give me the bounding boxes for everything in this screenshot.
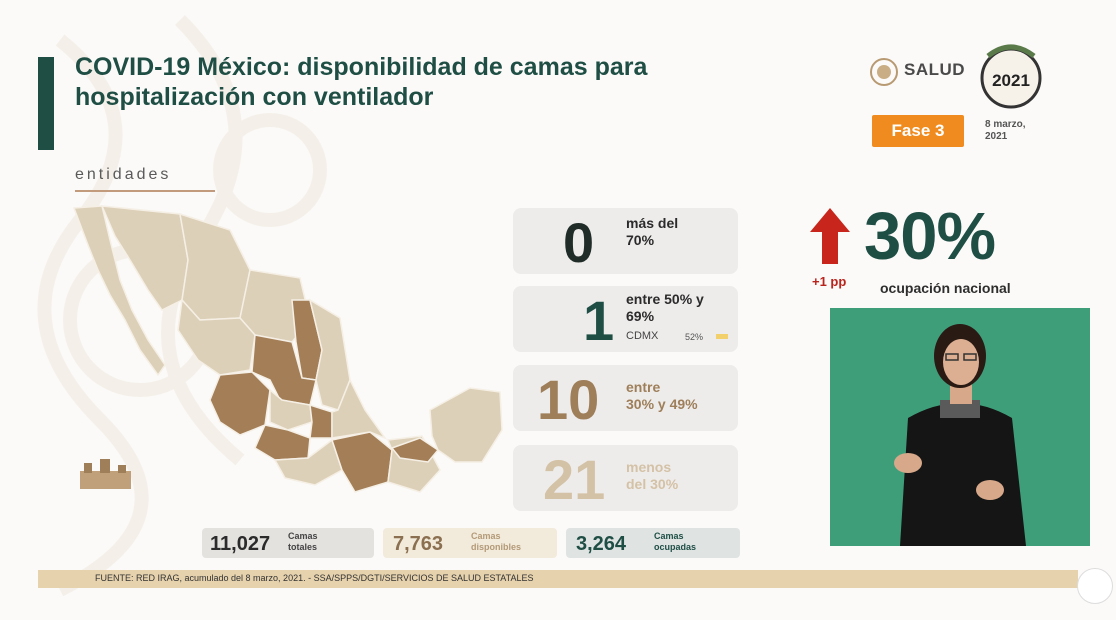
category-under-30: 21 menos del 30% [513,445,738,511]
arrow-up-icon [810,208,850,264]
map-state-jalisco [209,371,271,436]
map-state-chihuahua [179,212,251,321]
interpreter-video [830,308,1090,546]
category-30-49: 10 entre 30% y 49% [513,365,738,431]
map-state-tamaulipas [308,298,351,411]
stat-label: Camas totales [288,531,318,553]
category-label-line-1: entre 50% y [626,291,704,307]
category-label-line-2: del 30% [626,476,679,492]
year-badge-icon: 2021 [980,44,1042,109]
map-state-edomex [309,403,333,439]
national-occupancy-label: ocupación nacional [880,280,1011,296]
stat-value: 11,027 [210,533,271,555]
state-percent-bar [716,334,728,339]
category-label: entre 50% y 69% [626,291,704,325]
category-label: menos del 30% [626,459,678,493]
category-label-line-1: menos [626,459,672,475]
category-label-line-1: más del [626,215,679,231]
date-line-1: 8 marzo, [985,119,1026,130]
category-label: más del 70% [626,215,678,249]
map-state-veracruz [331,378,388,440]
category-count: 1 [583,289,615,352]
section-label: entidades [75,166,172,183]
title-line-1: COVID-19 México: disponibilidad de camas… [75,53,648,81]
category-label-line-2: 30% y 49% [626,396,698,412]
category-label-line-2: 69% [626,308,655,324]
category-label: entre 30% y 49% [626,379,698,413]
stat-label-line-1: Camas [471,531,501,541]
stat-value: 3,264 [576,533,627,555]
section-underline [75,190,215,192]
map-state-baja [72,205,166,377]
category-50-69: 1 entre 50% y 69% CDMX 52% [513,286,738,352]
map-state-michoacan [254,424,311,461]
map-state-oaxaca [331,431,393,493]
stat-label: Camas disponibles [471,531,521,553]
report-date: 8 marzo, 2021 [985,119,1026,143]
category-count: 21 [543,448,606,511]
page-title: COVID-19 México: disponibilidad de camas… [75,52,795,112]
footer-bar [38,570,1078,588]
salud-label: SALUD [904,60,966,79]
stat-label-line-1: Camas [654,531,684,541]
category-label-line-1: entre [626,379,661,395]
footer-source: FUENTE: RED IRAG, acumulado del 8 marzo,… [95,573,534,583]
category-over-70: 0 más del 70% [513,208,738,274]
salud-emblem-icon [870,58,898,86]
category-count: 0 [563,211,595,274]
map-state-yucatan [429,387,503,463]
map-state-durango [177,298,256,376]
stat-label-line-2: totales [288,542,318,552]
state-name: CDMX [626,330,659,342]
stat-label-line-1: Camas [288,531,318,541]
institutional-logo-icon [80,459,131,489]
date-line-2: 2021 [985,131,1008,142]
stat-total-beds: 11,027 Camas totales [202,528,374,558]
title-accent-bar [38,57,54,150]
interpreter-figure [830,308,1090,546]
mexico-map [72,205,503,493]
stat-label-line-2: ocupadas [654,542,697,552]
stat-available-beds: 7,763 Camas disponibles [383,528,557,558]
stat-occupied-beds: 3,264 Camas ocupadas [566,528,740,558]
year-text: 2021 [992,71,1030,90]
stat-label: Camas ocupadas [654,531,696,553]
state-percent: 52% [685,332,704,342]
category-label-line-2: 70% [626,232,655,248]
title-line-2: hospitalización con ventilador [75,83,434,111]
map-state-tabasco [390,437,440,463]
stat-label-line-2: disponibles [471,542,522,552]
phase-badge: Fase 3 [872,115,964,147]
occupancy-change: +1 pp [812,274,847,289]
corner-logo-icon [1077,568,1113,604]
category-count: 10 [537,368,600,431]
stat-value: 7,763 [393,533,444,555]
national-occupancy-value: 30% [864,199,996,274]
